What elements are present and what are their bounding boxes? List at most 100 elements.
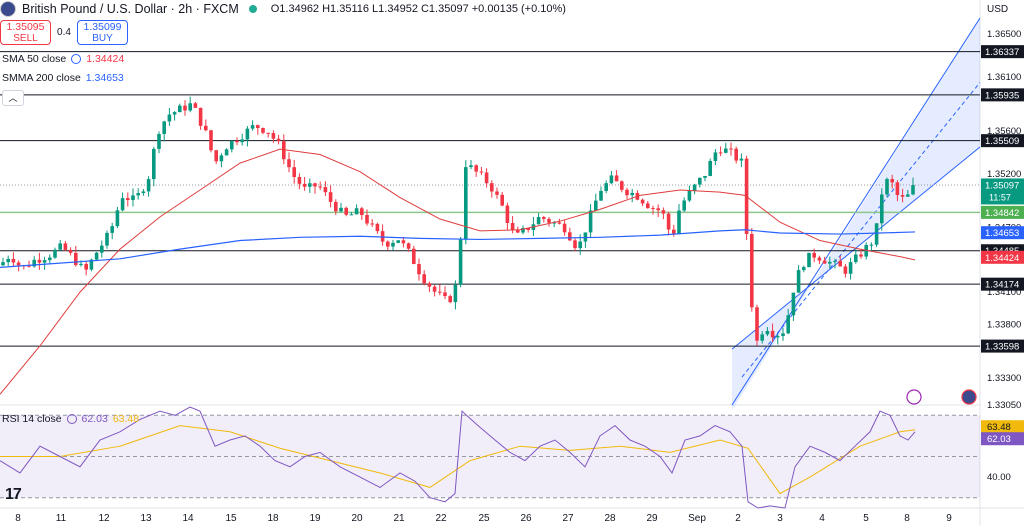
buy-button[interactable]: 1.35099 BUY (77, 20, 128, 45)
candle-up (802, 267, 806, 271)
sma-legend[interactable]: SMA 50 close 1.34424 (2, 53, 124, 65)
candle-down (261, 128, 265, 133)
price-tag (981, 88, 1024, 102)
tradingview-logo[interactable]: 17 (5, 486, 22, 503)
gbp-flag-icon (0, 1, 16, 17)
candle-up (230, 140, 234, 150)
spread-value: 0.4 (57, 27, 71, 38)
price-tick-label: 1.36500 (987, 29, 1021, 40)
candle-down (406, 243, 411, 249)
candle-down (620, 181, 624, 190)
candle-up (760, 334, 764, 341)
candle-up (105, 232, 109, 246)
candle-up (536, 217, 541, 225)
candle-up (152, 148, 156, 180)
time-tick-label: 27 (562, 513, 574, 524)
price-tick-label: 1.35200 (987, 169, 1021, 180)
candle-up (167, 114, 172, 122)
candle-down (401, 240, 406, 244)
sell-button[interactable]: 1.35095 SELL (0, 20, 51, 45)
candle-up (776, 336, 780, 338)
candle-down (370, 223, 374, 225)
buy-label: BUY (92, 33, 113, 44)
candle-down (318, 186, 322, 188)
price-tick-label: 1.36100 (987, 72, 1021, 83)
smma-value: 1.34653 (85, 72, 124, 84)
candle-up (58, 243, 62, 250)
candle-down (812, 252, 816, 258)
symbol-title[interactable]: British Pound / U.S. Dollar · 2h · FXCM (22, 2, 239, 16)
candle-up (172, 112, 177, 115)
candle-down (11, 258, 16, 263)
candle-down (625, 189, 629, 196)
candle-down (344, 207, 348, 215)
price-tag-label: 1.35509 (985, 136, 1019, 147)
rsi-tag-label: 62.03 (987, 434, 1011, 445)
candle-down (750, 234, 754, 308)
candle-down (412, 248, 416, 264)
candle-up (739, 158, 744, 161)
rsi-visibility-icon[interactable] (66, 414, 77, 424)
sma-value: 1.34424 (86, 53, 125, 65)
candle-up (53, 249, 57, 258)
candle-up (724, 148, 728, 153)
candle-up (692, 184, 697, 191)
candle-down (822, 260, 827, 264)
time-tick-label: 25 (478, 513, 490, 524)
candle-up (828, 261, 832, 264)
candle-down (448, 296, 452, 303)
us-flag-icon (961, 389, 977, 405)
price-tick-label: 1.33300 (987, 373, 1021, 384)
candle-up (469, 165, 473, 168)
time-tick-label: 29 (646, 513, 658, 524)
candle-up (188, 103, 192, 111)
candle-up (677, 210, 681, 234)
candle-down (282, 141, 286, 160)
candle-down (500, 194, 504, 206)
candle-down (63, 243, 68, 250)
candle-up (245, 128, 250, 140)
price-tag-label: 1.34424 (985, 253, 1019, 264)
candle-down (484, 172, 489, 184)
collapse-legend-button[interactable]: ︿ (2, 90, 24, 106)
candle-down (16, 262, 21, 266)
time-tick-label: 19 (309, 513, 321, 524)
candle-up (848, 262, 853, 274)
price-tag-label: 1.36337 (985, 47, 1019, 58)
smma-label: SMMA 200 close (2, 72, 81, 84)
price-tick-label: 1.33050 (987, 400, 1021, 411)
candle-down (271, 133, 276, 139)
candle-up (1, 262, 5, 266)
price-tag (981, 250, 1024, 264)
candle-down (438, 291, 442, 293)
candle-up (911, 185, 915, 195)
candle-down (646, 203, 650, 209)
currency-label[interactable]: USD (987, 4, 1009, 15)
candle-down (542, 217, 546, 219)
lightning-icon (906, 389, 922, 405)
candle-down (214, 150, 218, 162)
candle-down (672, 229, 676, 234)
rsi-legend[interactable]: RSI 14 close 62.03 63.48 (2, 413, 139, 425)
candle-up (833, 260, 837, 262)
candle-down (656, 208, 660, 211)
smma-legend[interactable]: SMMA 200 close 1.34653 (2, 72, 124, 84)
candle-up (224, 149, 229, 156)
candle-up (308, 183, 312, 187)
candle-up (349, 214, 354, 216)
candle-down (734, 148, 738, 161)
price-tag-label: 1.34842 (985, 208, 1019, 219)
time-tick-label: 21 (393, 513, 405, 524)
candle-up (110, 226, 114, 233)
candle-down (568, 232, 572, 241)
time-tick-label: 11 (56, 513, 67, 524)
candle-down (297, 177, 302, 184)
price-tag-label: 1.35935 (985, 90, 1019, 101)
candle-up (42, 260, 47, 263)
visibility-icon[interactable] (71, 54, 82, 64)
rsi-tag (981, 432, 1024, 446)
price-tag (981, 339, 1024, 353)
candle-up (6, 258, 10, 263)
